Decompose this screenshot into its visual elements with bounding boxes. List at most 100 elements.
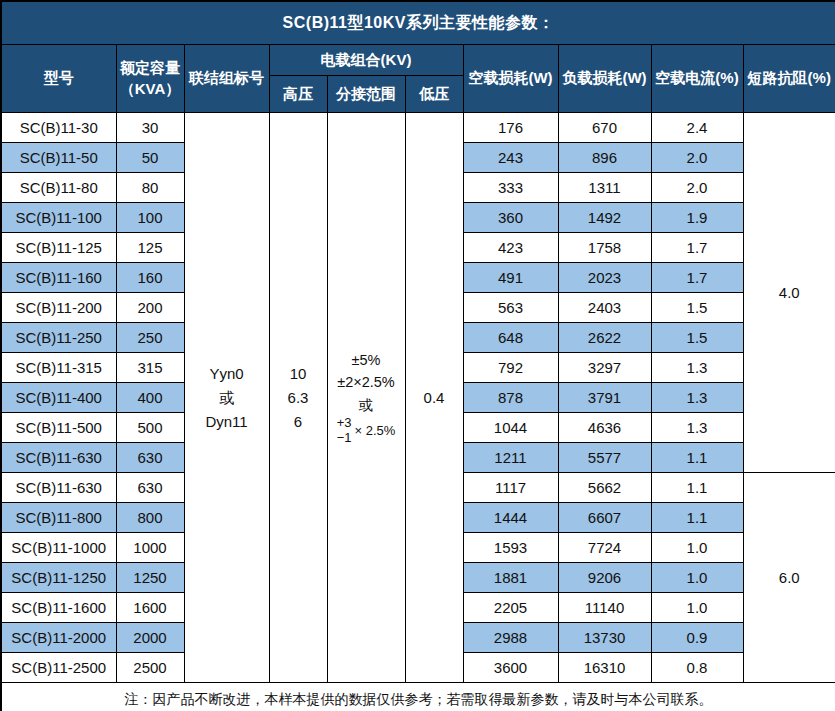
tap-stack-column: +3−1 [337,416,352,446]
impedance-merged-cell: 6.0 [743,473,835,683]
no-load-loss-cell: 648 [463,323,558,353]
col-header-voltage-combo: 电载组合(KV) [269,45,463,76]
no-load-loss-cell: 1117 [463,473,558,503]
model-cell: SC(B)11-400 [1,383,116,413]
load-loss-cell: 9206 [558,563,651,593]
no-load-current-cell: 0.8 [651,653,743,683]
no-load-loss-cell: 1881 [463,563,558,593]
no-load-current-cell: 2.0 [651,173,743,203]
tap-line-3: 或 [330,394,403,416]
capacity-cell: 1600 [116,593,184,623]
high-voltage-merged-cell: 10 6.3 6 [269,113,327,683]
load-loss-cell: 896 [558,143,651,173]
table-body: SC(B)11-3030Yyn0 或 Dyn1110 6.3 6±5%±2×2.… [1,113,835,683]
table-row: SC(B)11-3030Yyn0 或 Dyn1110 6.3 6±5%±2×2.… [1,113,835,143]
tap-line-2: ±2×2.5% [330,371,403,393]
tap-line-1: ±5% [330,349,403,371]
no-load-current-cell: 1.0 [651,563,743,593]
model-cell: SC(B)11-2500 [1,653,116,683]
capacity-cell: 500 [116,413,184,443]
model-cell: SC(B)11-100 [1,203,116,233]
capacity-cell: 1250 [116,563,184,593]
title-row: SC(B)11型10KV系列主要性能参数： [1,1,835,45]
capacity-cell: 400 [116,383,184,413]
model-cell: SC(B)11-50 [1,143,116,173]
no-load-current-cell: 1.5 [651,293,743,323]
header-row-1: 型号 额定容量 （KVA） 联结组标号 电载组合(KV) 空载损耗(W) 负载损… [1,45,835,76]
spec-table: SC(B)11型10KV系列主要性能参数： 型号 额定容量 （KVA） 联结组标… [0,0,835,711]
load-loss-cell: 3297 [558,353,651,383]
col-header-model: 型号 [1,45,116,113]
no-load-loss-cell: 1444 [463,503,558,533]
model-cell: SC(B)11-500 [1,413,116,443]
no-load-loss-cell: 2205 [463,593,558,623]
no-load-loss-cell: 563 [463,293,558,323]
no-load-current-cell: 1.3 [651,383,743,413]
no-load-loss-cell: 2988 [463,623,558,653]
load-loss-cell: 4636 [558,413,651,443]
model-cell: SC(B)11-630 [1,443,116,473]
no-load-loss-cell: 360 [463,203,558,233]
no-load-current-cell: 1.1 [651,503,743,533]
tap-stack-notation: +3−1× 2.5% [330,416,403,446]
no-load-loss-cell: 243 [463,143,558,173]
no-load-loss-cell: 1044 [463,413,558,443]
capacity-cell: 30 [116,113,184,143]
load-loss-cell: 13730 [558,623,651,653]
col-header-no-load-current: 空载电流(%) [651,45,743,113]
capacity-cell: 200 [116,293,184,323]
load-loss-cell: 5662 [558,473,651,503]
tap-stack-bottom: −1 [337,431,352,446]
capacity-cell: 315 [116,353,184,383]
model-cell: SC(B)11-80 [1,173,116,203]
no-load-current-cell: 1.3 [651,353,743,383]
no-load-current-cell: 1.0 [651,593,743,623]
load-loss-cell: 3791 [558,383,651,413]
no-load-loss-cell: 792 [463,353,558,383]
capacity-cell: 800 [116,503,184,533]
model-cell: SC(B)11-315 [1,353,116,383]
load-loss-cell: 1311 [558,173,651,203]
page-title: SC(B)11型10KV系列主要性能参数： [1,1,835,45]
no-load-loss-cell: 423 [463,233,558,263]
no-load-current-cell: 1.1 [651,473,743,503]
model-cell: SC(B)11-1600 [1,593,116,623]
low-voltage-merged-cell: 0.4 [405,113,463,683]
no-load-current-cell: 1.9 [651,203,743,233]
capacity-cell: 50 [116,143,184,173]
col-header-low-voltage: 低压 [405,76,463,113]
impedance-merged-cell: 4.0 [743,113,835,473]
capacity-cell: 80 [116,173,184,203]
no-load-current-cell: 1.1 [651,443,743,473]
col-header-load-loss: 负载损耗(W) [558,45,651,113]
model-cell: SC(B)11-630 [1,473,116,503]
note-row: 注：因产品不断改进，本样本提供的数据仅供参考；若需取得最新参数，请及时与本公司联… [1,683,835,711]
tap-stack-multiplier: × 2.5% [354,424,395,438]
load-loss-cell: 1758 [558,233,651,263]
load-loss-cell: 6607 [558,503,651,533]
col-header-high-voltage: 高压 [269,76,327,113]
no-load-loss-cell: 1593 [463,533,558,563]
load-loss-cell: 5577 [558,443,651,473]
connection-group-merged-cell: Yyn0 或 Dyn11 [184,113,269,683]
no-load-current-cell: 1.7 [651,263,743,293]
model-cell: SC(B)11-125 [1,233,116,263]
col-header-no-load-loss: 空载损耗(W) [463,45,558,113]
no-load-current-cell: 2.0 [651,143,743,173]
footer-note: 注：因产品不断改进，本样本提供的数据仅供参考；若需取得最新参数，请及时与本公司联… [1,683,835,711]
capacity-cell: 125 [116,233,184,263]
capacity-cell: 630 [116,443,184,473]
model-cell: SC(B)11-800 [1,503,116,533]
load-loss-cell: 11140 [558,593,651,623]
col-header-connection-group: 联结组标号 [184,45,269,113]
no-load-loss-cell: 878 [463,383,558,413]
load-loss-cell: 2403 [558,293,651,323]
load-loss-cell: 1492 [558,203,651,233]
no-load-loss-cell: 3600 [463,653,558,683]
load-loss-cell: 2023 [558,263,651,293]
no-load-loss-cell: 491 [463,263,558,293]
model-cell: SC(B)11-1250 [1,563,116,593]
capacity-cell: 2500 [116,653,184,683]
load-loss-cell: 2622 [558,323,651,353]
load-loss-cell: 670 [558,113,651,143]
